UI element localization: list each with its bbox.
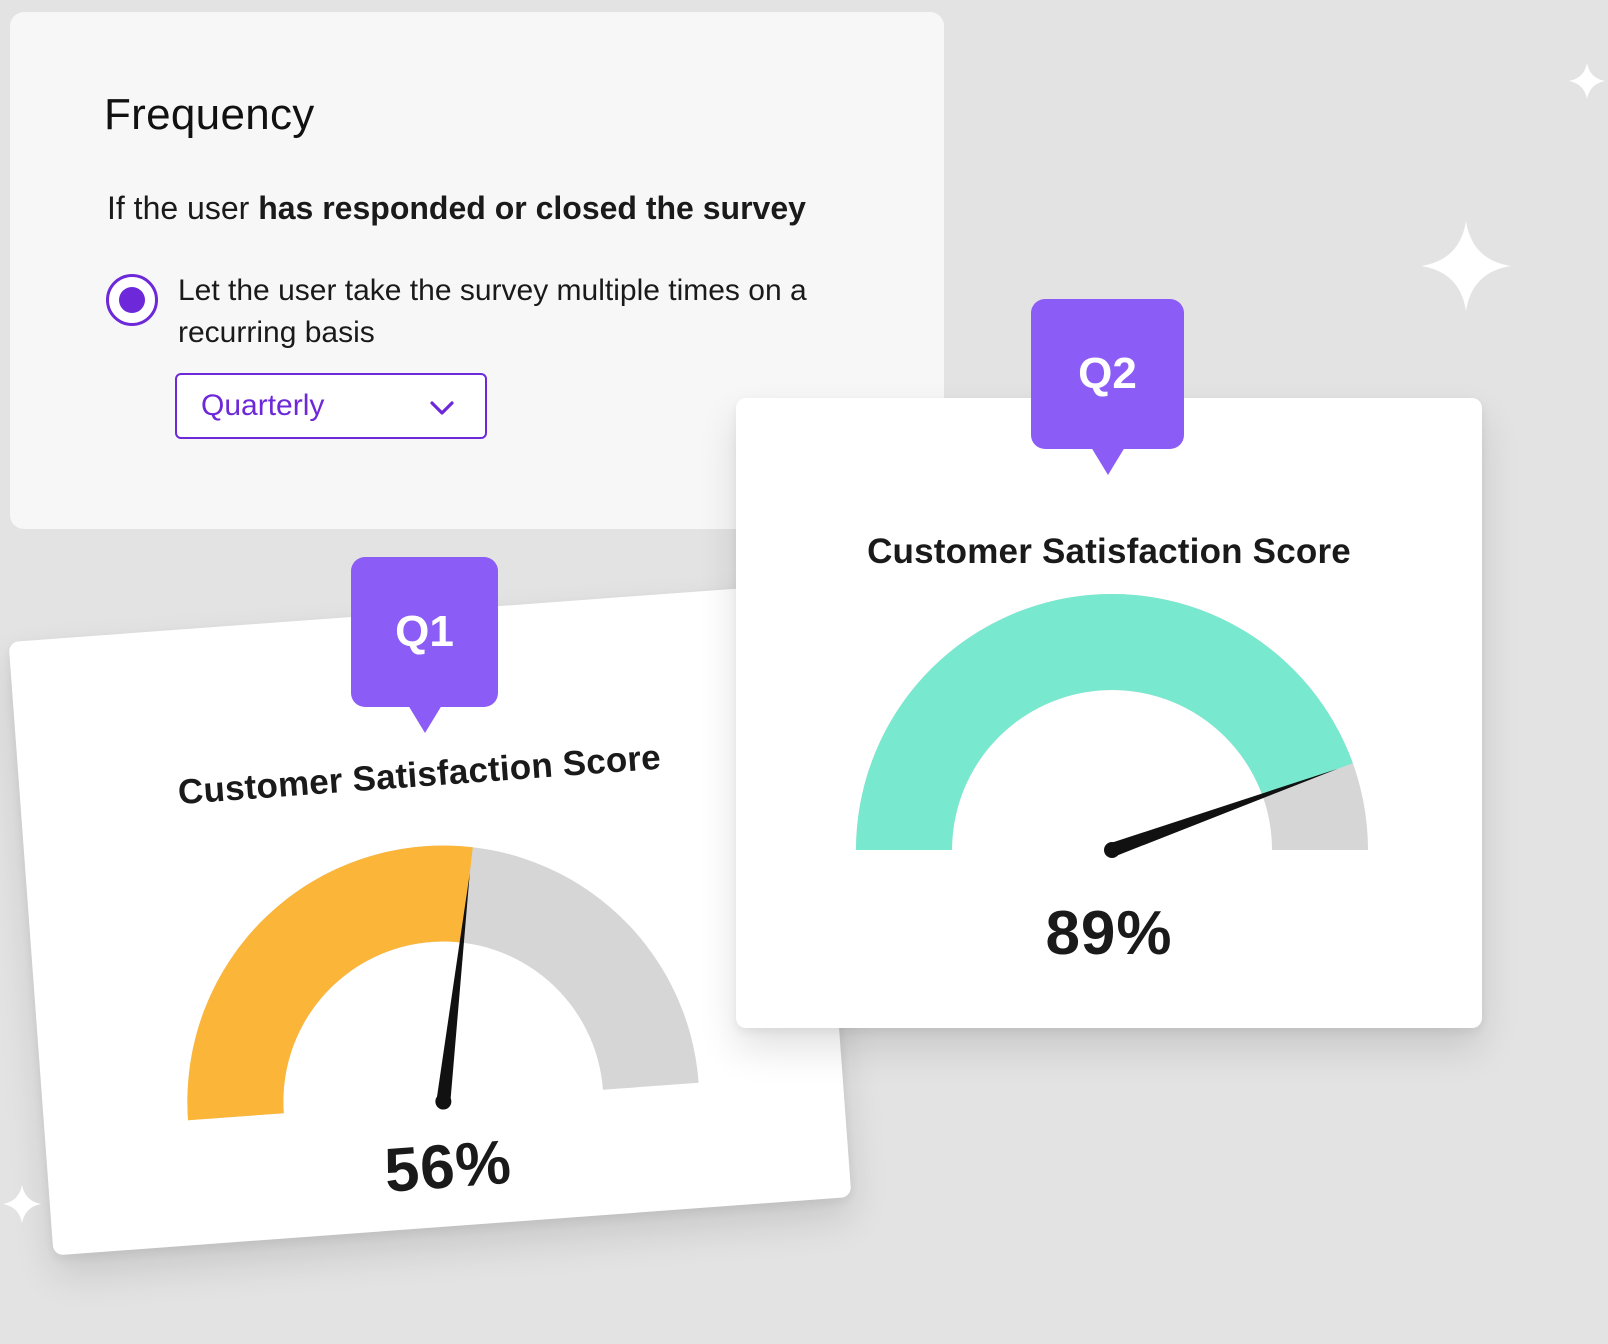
score-value: 56% [382, 1127, 515, 1206]
condition-prefix: If the user [107, 190, 259, 226]
score-value: 89% [1045, 899, 1173, 968]
gauge-q2 [856, 594, 1368, 858]
sparkle-icon [3, 1185, 41, 1223]
gauge-needle [1109, 768, 1338, 857]
frequency-card: Frequency If the user has responded or c… [10, 12, 944, 529]
score-card-q1: Customer Satisfaction Score 56% [8, 583, 852, 1256]
frequency-condition: If the user has responded or closed the … [107, 190, 806, 227]
recurring-radio[interactable] [106, 274, 158, 326]
gauge-fill [856, 594, 1353, 850]
sparkle-icon [1421, 221, 1511, 311]
score-title: Customer Satisfaction Score [867, 532, 1351, 571]
sparkle-icon [1568, 62, 1606, 100]
gauge-needle [436, 873, 470, 1103]
gauge-q1 [187, 845, 699, 1121]
condition-bold: has responded or closed the survey [258, 190, 806, 226]
quarter-badge-q2: Q2 [1031, 299, 1184, 475]
recurring-radio-label: Let the user take the survey multiple ti… [178, 274, 807, 349]
gauge-needle-hub [435, 1093, 452, 1110]
score-card-q2: Customer Satisfaction Score 89% [736, 398, 1482, 1028]
frequency-select[interactable]: Quarterly [175, 373, 487, 439]
chevron-down-icon [430, 401, 454, 415]
radio-selected-dot [119, 287, 145, 313]
gauge-needle-hub [1104, 842, 1120, 858]
frequency-select-value: Quarterly [201, 389, 325, 422]
quarter-badge-q1: Q1 [351, 557, 498, 733]
score-title: Customer Satisfaction Score [176, 737, 663, 813]
gauge-fill [187, 845, 473, 1121]
frequency-title: Frequency [104, 90, 315, 139]
